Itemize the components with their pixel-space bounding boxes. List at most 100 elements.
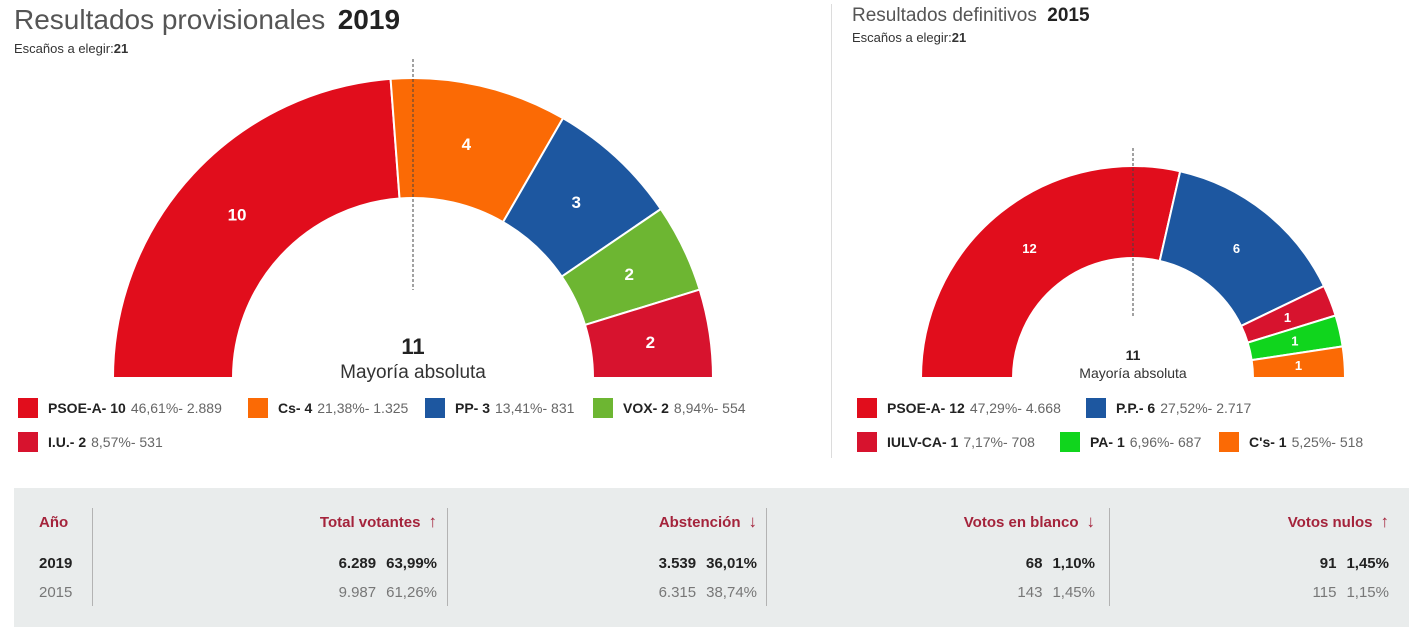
seat-count-label: 1 [1295,358,1302,373]
cell-count: 6.289 [338,555,377,572]
cell-percent: 1,15% [1346,584,1389,601]
majority-label: Mayoría absoluta [1079,365,1187,381]
header-null-votes[interactable]: Votos nulos ↑ [1288,512,1389,532]
legend-swatch [1060,432,1080,452]
legend-result: 27,52%- 2.717 [1160,400,1252,416]
sort-up-icon: ↑ [1380,512,1390,531]
cell-count: 115 [1312,584,1337,601]
seats-label: Escaños a elegir: [14,41,114,56]
header-blank-votes[interactable]: Votos en blanco ↓ [964,512,1095,532]
legend-swatch [857,432,877,452]
seat-slice-psoe-a[interactable] [919,165,1182,379]
seats-total: 21 [113,41,129,56]
cell-count: 3.539 [658,555,697,572]
legend-result: 8,57%- 531 [91,434,163,450]
row-year: 2019 [39,555,73,572]
seat-count-label: 12 [1022,241,1036,256]
legend-swatch [18,432,38,452]
cell-null-votes: 91 1,45% [1320,555,1389,572]
legend-item: C's- 1 5,25%- 518 [1219,432,1363,452]
header-label: Abstención [658,514,741,531]
seat-hemicycle-chart-2019: 10 4 3 2 2 11 Mayoría absoluta [111,59,715,383]
legend-party: PSOE-A- 10 [48,400,126,416]
majority-number: 11 [1126,347,1141,363]
column-divider [447,508,448,606]
header-label: Votos nulos [1287,514,1373,531]
header-abstention[interactable]: Abstención ↓ [659,512,757,532]
panel-divider [831,4,832,458]
cell-percent: 38,74% [706,584,757,601]
legend-result: 47,29%- 4.668 [969,400,1061,416]
legend-item: PA- 1 6,96%- 687 [1060,432,1201,452]
cell-percent: 36,01% [706,555,757,572]
legend-result: 6,96%- 687 [1129,434,1202,450]
legend-party: IULV-CA- 1 [887,434,959,450]
legend-party: PA- 1 [1090,434,1125,450]
cell-total-voters: 9.987 61,26% [339,584,437,601]
legend-party: PP- 3 [455,400,491,416]
legend-result: 46,61%- 2.889 [130,400,222,416]
legend-swatch [248,398,268,418]
cell-null-votes: 115 1,15% [1313,584,1389,601]
title-text: Resultados provisionales [14,4,326,35]
seat-count-label: 1 [1284,310,1291,325]
sort-down-icon: ↓ [748,512,758,531]
legend-party: C's- 1 [1249,434,1287,450]
cell-count: 9.987 [338,584,377,601]
column-divider [1109,508,1110,606]
title-text: Resultados definitivos [852,5,1037,26]
seat-slice-i-u[interactable] [583,288,715,379]
title-year: 2015 [1047,5,1090,26]
cell-percent: 1,45% [1052,584,1095,601]
cell-percent: 1,45% [1346,555,1389,572]
seat-count-label: 1 [1291,334,1298,349]
hemicycle-slices: 10 4 3 2 2 [111,77,715,379]
column-divider [92,508,93,606]
legend-party: PSOE-A- 12 [887,400,965,416]
legend-item: P.P.- 6 27,52%- 2.717 [1086,398,1251,418]
legend-item: IULV-CA- 1 7,17%- 708 [857,432,1035,452]
seat-slice-psoe-a[interactable] [111,77,401,379]
cell-percent: 63,99% [386,555,437,572]
results-2015-panel: Resultados definitivos 2015 Escaños a el… [834,0,1409,470]
cell-total-voters: 6.289 63,99% [339,555,437,572]
cell-count: 6.315 [658,584,697,601]
header-label: Votos en blanco [963,514,1079,531]
title-year: 2019 [337,4,401,35]
panel-title: Resultados definitivos 2015 [852,5,1090,27]
legend-swatch [857,398,877,418]
seat-count-label: 2 [646,333,655,352]
seat-count-label: 10 [228,206,247,225]
legend-item: I.U.- 2 8,57%- 531 [18,432,163,452]
legend-party: P.P.- 6 [1116,400,1156,416]
column-divider [766,508,767,606]
participation-table: Año Total votantes ↑ Abstención ↓ Votos en… [14,488,1409,627]
seat-count-label: 6 [1233,241,1240,256]
cell-count: 143 [1017,584,1043,601]
seats-to-elect: Escaños a elegir:21 [14,41,128,56]
legend-item: PSOE-A- 12 47,29%- 4.668 [857,398,1061,418]
cell-abstention: 3.539 36,01% [659,555,757,572]
legend-result: 8,94%- 554 [673,400,746,416]
majority-number: 11 [401,334,424,359]
legend-item: Cs- 4 21,38%- 1.325 [248,398,408,418]
cell-abstention: 6.315 38,74% [659,584,757,601]
results-2019-panel: Resultados provisionales 2019 Escaños a … [0,0,820,470]
cell-count: 68 [1025,555,1043,572]
legend-swatch [593,398,613,418]
header-label: Total votantes [319,514,421,531]
legend-result: 7,17%- 708 [963,434,1035,450]
legend-party: Cs- 4 [278,400,313,416]
panel-title: Resultados provisionales 2019 [14,4,400,36]
cell-percent: 1,10% [1052,555,1095,572]
legend-party: I.U.- 2 [48,434,87,450]
legend-item: PSOE-A- 10 46,61%- 2.889 [18,398,222,418]
seats-total: 21 [951,30,967,45]
header-total-voters[interactable]: Total votantes ↑ [320,512,437,532]
legend-swatch [18,398,38,418]
sort-up-icon: ↑ [428,512,438,531]
legend-party: VOX- 2 [623,400,669,416]
seat-slice-c-s[interactable] [1250,345,1347,379]
cell-blank-votes: 68 1,10% [1026,555,1095,572]
